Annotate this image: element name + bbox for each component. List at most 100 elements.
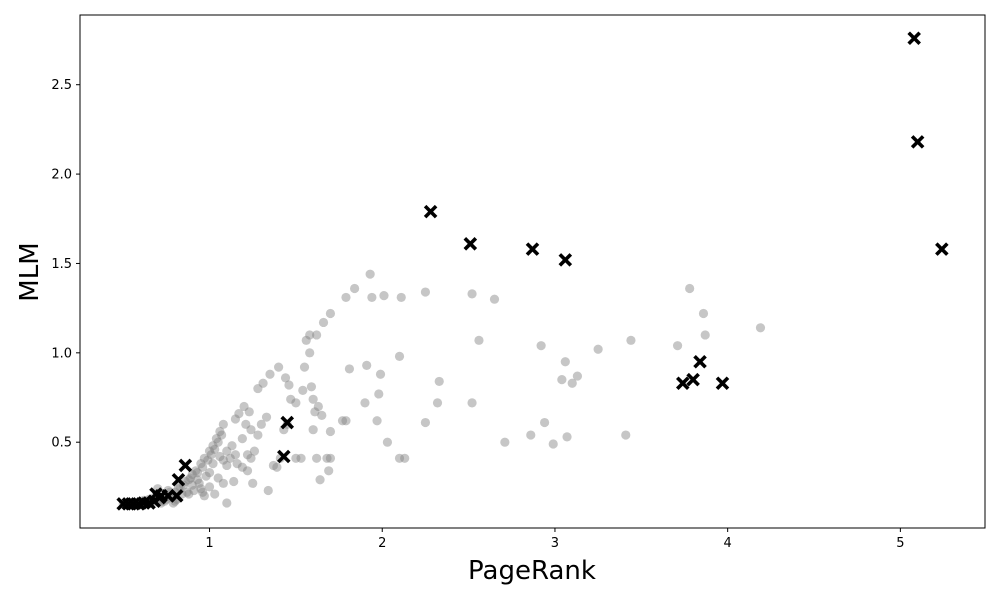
- scatter-point-circle: [350, 283, 360, 294]
- scatter-point-circle: [246, 453, 256, 463]
- scatter-point-circle: [325, 453, 336, 463]
- scatter-point-circle: [203, 455, 213, 465]
- scatter-point-circle: [672, 341, 683, 351]
- scatter-point-circle: [272, 462, 282, 472]
- scatter-point-circle: [253, 383, 263, 394]
- scatter-point-circle: [204, 446, 215, 456]
- scatter-point-circle: [246, 425, 256, 435]
- scatter-point-x: [277, 449, 291, 464]
- scatter-point-circle: [213, 437, 223, 447]
- scatter-point-circle: [265, 369, 275, 379]
- scatter-point-circle: [187, 469, 197, 479]
- scatter-point-circle: [308, 425, 318, 435]
- scatter-point-circle: [225, 453, 235, 463]
- scatter-point-x: [935, 242, 949, 256]
- scatter-point-circle: [372, 416, 382, 426]
- scatter-point-circle: [489, 294, 500, 304]
- scatter-point-circle: [700, 330, 710, 340]
- scatter-point-circle: [210, 444, 220, 454]
- scatter-point-circle: [208, 459, 218, 469]
- scatter-point-circle: [434, 376, 444, 387]
- scatter-point-circle: [432, 398, 443, 408]
- scatter-point-circle: [310, 407, 320, 417]
- scatter-point-circle: [227, 441, 237, 451]
- scatter-point-circle: [325, 426, 336, 437]
- scatter-point-circle: [557, 375, 567, 385]
- scatter-point-circle: [192, 475, 203, 485]
- scatter-point-circle: [325, 308, 336, 319]
- scatter-point-circle: [301, 335, 311, 345]
- x-axis-label: PageRank: [468, 556, 596, 586]
- scatter-point-circle: [222, 498, 232, 508]
- scatter-point-circle: [261, 412, 272, 422]
- scatter-point-circle: [698, 308, 709, 319]
- scatter-point-x: [178, 458, 193, 473]
- scatter-point-circle: [755, 323, 766, 333]
- scatter-point-x: [675, 376, 690, 390]
- scatter-point-circle: [306, 382, 317, 392]
- y-tick-label: 2.0: [51, 168, 72, 183]
- scatter-point-circle: [298, 385, 308, 395]
- x-tick-label: 2: [378, 536, 386, 551]
- scatter-point-circle: [360, 398, 370, 408]
- scatter-point-x: [907, 31, 921, 46]
- scatter-point-circle: [341, 416, 351, 426]
- scatter-point-x: [525, 242, 540, 256]
- scatter-point-circle: [341, 292, 351, 303]
- x-axis-ticks: 1 2 3 4 5: [205, 528, 905, 551]
- scatter-point-circle: [196, 459, 206, 469]
- scatter-point-circle: [299, 362, 310, 372]
- scatter-point-circle: [420, 287, 431, 297]
- scatter-point-circle: [312, 330, 322, 340]
- scatter-point-circle: [230, 414, 241, 424]
- scatter-point-x: [463, 237, 478, 251]
- scatter-point-circle: [375, 369, 386, 379]
- scatter-point-circle: [258, 378, 268, 388]
- scatter-point-circle: [291, 398, 301, 408]
- scatter-point-circle: [396, 292, 406, 303]
- scatter-point-x: [169, 489, 184, 503]
- y-axis-label: MLM: [15, 242, 45, 301]
- x-tick-label: 4: [724, 536, 732, 551]
- x-tick-label: 5: [896, 536, 904, 551]
- scatter-point-circle: [500, 437, 510, 447]
- scatter-point-circle: [196, 484, 206, 494]
- scatter-point-circle: [248, 478, 258, 488]
- scatter-point-circle: [210, 489, 220, 499]
- scatter-point-circle: [337, 416, 348, 426]
- scatter-point-circle: [313, 401, 323, 412]
- scatter-point-circle: [315, 475, 325, 485]
- scatter-point-circle: [189, 485, 199, 496]
- scatter-point-circle: [230, 450, 241, 460]
- scatter-point-circle: [324, 466, 334, 476]
- scatter-point-circle: [191, 466, 201, 476]
- scatter-point-circle: [249, 446, 260, 456]
- scatter-point-circle: [626, 335, 636, 345]
- scatter-point-circle: [365, 269, 375, 279]
- scatter-point-circle: [312, 453, 322, 463]
- scatter-point-circle: [291, 453, 301, 463]
- scatter-point-circle: [218, 455, 228, 465]
- scatter-point-circle: [562, 432, 572, 442]
- scatter-point-circle: [420, 417, 431, 428]
- scatter-point-circle: [560, 357, 570, 367]
- scatter-point-circle: [548, 439, 558, 449]
- scatter-point-circle: [394, 351, 405, 362]
- scatter-point-circle: [253, 430, 263, 440]
- scatter-point-circle: [256, 419, 266, 429]
- scatter-point-circle: [237, 462, 247, 472]
- scatter-point-circle: [229, 476, 239, 487]
- y-tick-label: 1.0: [51, 346, 72, 361]
- scatter-point-circle: [239, 401, 249, 412]
- scatter-point-x: [910, 135, 925, 149]
- scatter-point-circle: [344, 364, 355, 374]
- y-tick-label: 1.5: [51, 257, 72, 272]
- scatter-point-circle: [237, 434, 247, 444]
- scatter-point-circle: [305, 330, 315, 340]
- x-tick-label: 1: [205, 536, 213, 551]
- scatter-point-x: [715, 376, 730, 390]
- scatter-point-circle: [218, 478, 228, 488]
- scatter-point-circle: [394, 453, 405, 463]
- y-axis-ticks: 0.5 1.0 1.5 2.0 2.5: [51, 78, 80, 451]
